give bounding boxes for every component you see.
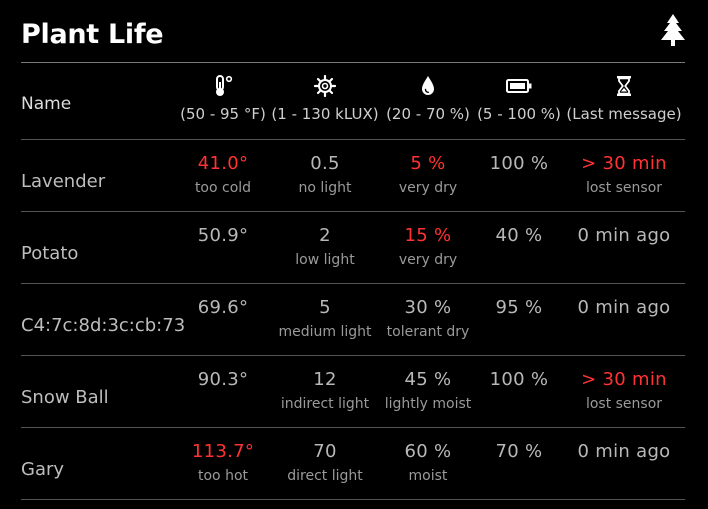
plant-name: Lavender (21, 171, 106, 192)
temperature-cell: 41.0° too cold (173, 153, 273, 196)
battery-cell: 40 % (474, 225, 564, 246)
light-value: 70 (313, 441, 337, 462)
moisture-cell: 30 % tolerant dry (383, 297, 473, 340)
last-message-column-header: (Last message) (564, 74, 684, 134)
moisture-value: 60 % (404, 441, 452, 462)
plant-name: Snow Ball (21, 387, 109, 408)
light-cell: 12 indirect light (270, 369, 380, 412)
light-range: (1 - 130 kLUX) (271, 105, 379, 123)
battery-range: (5 - 100 %) (477, 105, 561, 123)
light-status: indirect light (280, 396, 370, 412)
moisture-cell: 5 % very dry (383, 153, 473, 196)
row-divider (21, 427, 685, 428)
moisture-value: 5 % (410, 153, 446, 174)
moisture-status: lightly moist (384, 396, 472, 412)
plant-name: C4:7c:8d:3c:cb:73 (21, 315, 186, 336)
battery-value: 100 % (489, 153, 549, 174)
last-message-cell: 0 min ago (564, 225, 684, 252)
last-message-value: 0 min ago (577, 441, 671, 462)
temperature-value: 50.9° (197, 225, 249, 246)
temperature-cell: 113.7° too hot (173, 441, 273, 484)
battery-value: 95 % (495, 297, 543, 318)
row-divider (21, 499, 685, 500)
moisture-value: 30 % (404, 297, 452, 318)
title-divider (21, 62, 685, 63)
battery-cell: 100 % (474, 369, 564, 390)
last-message-value: > 30 min (581, 153, 667, 174)
temperature-value: 69.6° (197, 297, 249, 318)
light-status: no light (298, 180, 352, 196)
last-message-status: lost sensor (585, 180, 663, 196)
plant-name: Gary (21, 459, 65, 480)
moisture-cell: 15 % very dry (383, 225, 473, 268)
temperature-value: 90.3° (197, 369, 249, 390)
moisture-status: very dry (398, 180, 458, 196)
last-message-cell: 0 min ago (564, 297, 684, 324)
light-cell: 2 low light (270, 225, 380, 268)
last-message-range: (Last message) (566, 105, 682, 123)
last-message-status: lost sensor (585, 396, 663, 412)
moisture-range: (20 - 70 %) (386, 105, 470, 123)
battery-cell: 95 % (474, 297, 564, 318)
pine-tree-icon (661, 14, 685, 46)
battery-icon (506, 79, 532, 93)
last-message-value: 0 min ago (577, 297, 671, 318)
row-divider (21, 211, 685, 212)
light-status: direct light (287, 468, 363, 484)
moisture-column-header: (20 - 70 %) (383, 74, 473, 134)
light-status: low light (295, 252, 355, 268)
light-column-header: (1 - 130 kLUX) (270, 74, 380, 134)
moisture-cell: 60 % moist (383, 441, 473, 484)
last-message-cell: > 30 min lost sensor (564, 369, 684, 412)
light-cell: 5 medium light (270, 297, 380, 340)
temperature-status: too cold (194, 180, 252, 196)
light-value: 12 (313, 369, 337, 390)
light-status: medium light (278, 324, 372, 340)
temperature-range: (50 - 95 °F) (180, 105, 266, 123)
last-message-value: > 30 min (581, 369, 667, 390)
battery-value: 100 % (489, 369, 549, 390)
light-value: 2 (319, 225, 331, 246)
moisture-status: very dry (398, 252, 458, 268)
temperature-cell: 50.9° (173, 225, 273, 252)
temperature-cell: 90.3° (173, 369, 273, 396)
light-cell: 0.5 no light (270, 153, 380, 196)
moisture-cell: 45 % lightly moist (383, 369, 473, 412)
light-value: 0.5 (310, 153, 340, 174)
temperature-value: 41.0° (197, 153, 249, 174)
water-drop-icon (422, 76, 434, 95)
plant-name: Potato (21, 243, 79, 264)
hourglass-icon (617, 76, 631, 96)
moisture-value: 45 % (404, 369, 452, 390)
temperature-cell: 69.6° (173, 297, 273, 324)
thermometer-icon (216, 75, 233, 96)
page-title: Plant Life (21, 19, 164, 50)
battery-column-header: (5 - 100 %) (474, 74, 564, 134)
light-cell: 70 direct light (270, 441, 380, 484)
battery-cell: 70 % (474, 441, 564, 462)
temperature-status: too hot (198, 468, 248, 484)
header-divider (21, 139, 685, 140)
row-divider (21, 355, 685, 356)
name-column-header: Name (21, 94, 72, 114)
last-message-value: 0 min ago (577, 225, 671, 246)
last-message-cell: > 30 min lost sensor (564, 153, 684, 196)
moisture-status: tolerant dry (386, 324, 470, 340)
moisture-status: moist (408, 468, 448, 484)
temperature-column-header: (50 - 95 °F) (173, 74, 273, 134)
row-divider (21, 283, 685, 284)
last-message-cell: 0 min ago (564, 441, 684, 468)
sun-gear-icon (313, 74, 337, 98)
battery-value: 40 % (495, 225, 543, 246)
battery-cell: 100 % (474, 153, 564, 174)
moisture-value: 15 % (404, 225, 452, 246)
battery-value: 70 % (495, 441, 543, 462)
light-value: 5 (319, 297, 331, 318)
temperature-value: 113.7° (191, 441, 255, 462)
